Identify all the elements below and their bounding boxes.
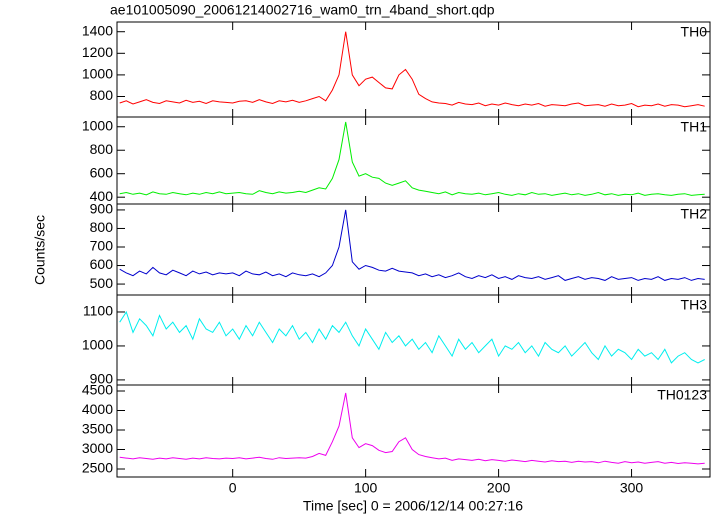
y-axis-label: Counts/sec xyxy=(32,215,48,285)
y-tick-label: 700 xyxy=(90,238,114,254)
y-tick-label: 1400 xyxy=(82,22,113,38)
panel-frame xyxy=(116,384,711,478)
data-line xyxy=(119,121,705,196)
panel-label: TH0123 xyxy=(657,387,707,403)
y-tick-label: 800 xyxy=(90,219,114,235)
y-tick-label: 600 xyxy=(90,256,114,272)
y-tick-label: 3000 xyxy=(82,440,113,456)
y-tick-label: 800 xyxy=(90,87,114,103)
x-tick-label: 200 xyxy=(487,480,511,496)
y-tick-label: 1200 xyxy=(82,44,113,60)
panel-frame xyxy=(116,294,711,386)
y-tick-label: 800 xyxy=(90,141,114,157)
panel-label: TH3 xyxy=(681,297,708,313)
y-tick-label: 900 xyxy=(90,371,114,387)
y-tick-label: 1000 xyxy=(82,337,113,353)
y-tick-label: 1000 xyxy=(82,66,113,82)
y-tick-label: 900 xyxy=(90,201,114,217)
panel-frame xyxy=(116,116,711,205)
y-tick-label: 600 xyxy=(90,164,114,180)
panel-label: TH1 xyxy=(681,119,708,135)
data-line xyxy=(119,392,705,465)
y-tick-label: 500 xyxy=(90,275,114,291)
y-tick-label: 400 xyxy=(90,188,114,204)
chart-title: ae101005090_20061214002716_wam0_trn_4ban… xyxy=(110,2,495,18)
x-tick-label: 0 xyxy=(229,480,237,496)
x-tick-label: 100 xyxy=(354,480,378,496)
panel-label: TH0 xyxy=(681,24,708,40)
panel-frame xyxy=(116,203,711,296)
x-axis-label: Time [sec] 0 = 2006/12/14 00:27:16 xyxy=(303,498,523,514)
panel-label: TH2 xyxy=(681,206,708,222)
data-line xyxy=(119,310,705,364)
y-tick-label: 2500 xyxy=(82,460,113,476)
data-line xyxy=(119,209,705,281)
y-tick-label: 1100 xyxy=(83,303,113,319)
data-line xyxy=(119,31,705,108)
y-tick-label: 4000 xyxy=(82,401,113,417)
x-tick-label: 300 xyxy=(620,480,644,496)
y-tick-label: 3500 xyxy=(82,421,113,437)
y-tick-label: 4500 xyxy=(82,382,113,398)
y-tick-label: 1000 xyxy=(82,117,113,133)
panel-frame xyxy=(116,21,711,118)
